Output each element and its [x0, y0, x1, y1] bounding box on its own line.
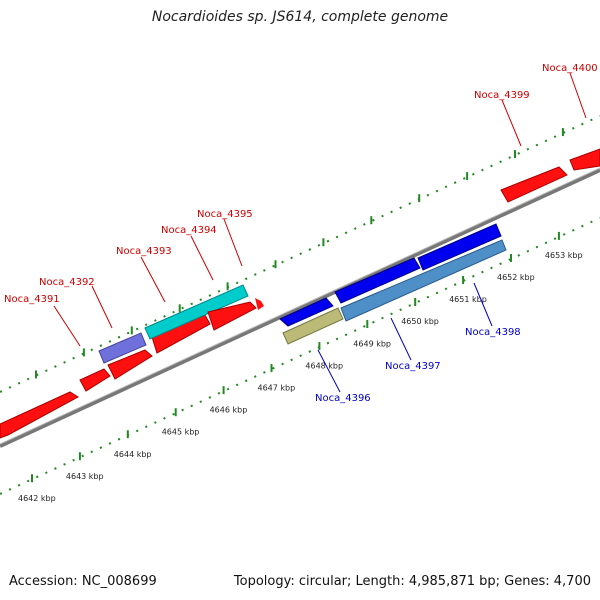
- scale-label: 4652 kbp: [497, 273, 535, 282]
- forward-tick-track: [0, 115, 600, 393]
- scale-label: 4645 kbp: [162, 428, 200, 437]
- label-noca-4400: Noca_4400: [542, 63, 598, 74]
- gene-noca-4393[interactable]: [107, 349, 153, 380]
- gene-noca-4399[interactable]: [500, 166, 568, 203]
- scale-label: 4650 kbp: [401, 317, 439, 326]
- label-noca-4399: Noca_4399: [474, 90, 530, 101]
- gene-noca-4395[interactable]: [144, 284, 249, 340]
- scale-label: 4651 kbp: [449, 295, 487, 304]
- scale-label: 4648 kbp: [305, 361, 343, 370]
- gene-noca-4396[interactable]: [282, 307, 344, 345]
- accession-text: Accession: NC_008699: [9, 574, 157, 589]
- scale-label: 4646 kbp: [210, 406, 248, 415]
- scale-label: 4649 kbp: [353, 339, 391, 348]
- label-noca-4392: Noca_4392: [39, 277, 95, 288]
- gene-forward-arrow[interactable]: [207, 301, 257, 331]
- scale-label: 4644 kbp: [114, 450, 152, 459]
- label-noca-4393: Noca_4393: [116, 246, 172, 257]
- forward-genes: [0, 148, 600, 439]
- genome-summary: Topology: circular; Length: 4,985,871 bp…: [233, 574, 591, 589]
- gene-noca-4400[interactable]: [569, 148, 600, 171]
- label-noca-4397: Noca_4397: [385, 361, 441, 372]
- reverse-tick-track: [0, 217, 600, 495]
- gene-reverse-arrow[interactable]: [279, 297, 334, 327]
- gene-noca-4397[interactable]: [334, 257, 421, 304]
- map-title: Nocardioides sp. JS614, complete genome: [151, 9, 449, 25]
- reverse-genes: [279, 223, 507, 345]
- label-noca-4394: Noca_4394: [161, 225, 217, 236]
- gene-noca-4398[interactable]: [417, 223, 502, 271]
- scale-label: 4642 kbp: [18, 494, 56, 503]
- gene-forward-small[interactable]: [79, 368, 111, 392]
- scale-label: 4653 kbp: [545, 251, 583, 260]
- scale-label: 4647 kbp: [258, 384, 296, 393]
- scale-ticks: [31, 128, 564, 483]
- gene-steel-blue[interactable]: [340, 239, 507, 322]
- label-noca-4398: Noca_4398: [465, 327, 521, 338]
- label-noca-4395: Noca_4395: [197, 209, 253, 220]
- label-noca-4391: Noca_4391: [4, 294, 60, 305]
- scale-label: 4643 kbp: [66, 472, 104, 481]
- label-noca-4396: Noca_4396: [315, 393, 371, 404]
- gene-noca-4392[interactable]: [98, 332, 147, 364]
- gene-forward-tip[interactable]: [255, 298, 264, 310]
- scale-labels: 4642 kbp 4643 kbp 4644 kbp 4645 kbp 4646 kbp…: [18, 251, 583, 503]
- gene-noca-4391[interactable]: [0, 391, 79, 439]
- genome-backbone: [0, 168, 600, 448]
